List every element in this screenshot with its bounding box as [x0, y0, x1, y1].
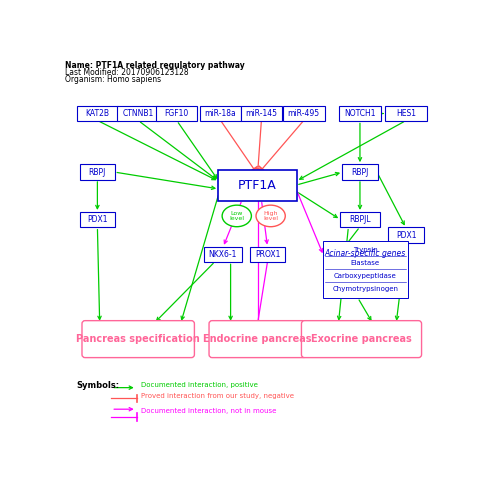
Text: Elastase: Elastase	[351, 260, 380, 266]
Text: Proved interaction from our study, negative: Proved interaction from our study, negat…	[141, 393, 293, 399]
Text: CTNNB1: CTNNB1	[122, 109, 154, 118]
Ellipse shape	[256, 205, 285, 227]
Text: PDX1: PDX1	[396, 231, 417, 240]
FancyBboxPatch shape	[204, 247, 242, 262]
Text: NOTCH1: NOTCH1	[344, 109, 376, 118]
Text: Chymotrypsinogen: Chymotrypsinogen	[332, 286, 398, 292]
FancyBboxPatch shape	[388, 227, 424, 243]
FancyBboxPatch shape	[156, 106, 197, 121]
Text: Documented interaction, positive: Documented interaction, positive	[141, 382, 257, 388]
Text: High
level: High level	[263, 211, 278, 221]
FancyBboxPatch shape	[80, 212, 115, 227]
Text: KAT2B: KAT2B	[85, 109, 109, 118]
FancyBboxPatch shape	[250, 247, 285, 262]
Text: Documented interaction, not in mouse: Documented interaction, not in mouse	[141, 408, 276, 414]
FancyBboxPatch shape	[218, 170, 297, 200]
Text: Name: PTF1A related regulatory pathway: Name: PTF1A related regulatory pathway	[65, 61, 245, 70]
FancyBboxPatch shape	[342, 165, 378, 180]
FancyBboxPatch shape	[80, 165, 115, 180]
FancyBboxPatch shape	[323, 242, 408, 298]
FancyBboxPatch shape	[82, 320, 194, 358]
Text: RBPJL: RBPJL	[349, 215, 371, 224]
Text: Organism: Homo sapiens: Organism: Homo sapiens	[65, 75, 161, 84]
Text: Low
level: Low level	[229, 211, 244, 221]
Text: PDX1: PDX1	[87, 215, 108, 224]
Text: Acinar-specific genes: Acinar-specific genes	[325, 249, 406, 258]
Text: Symbols:: Symbols:	[77, 381, 120, 391]
Text: RBPJ: RBPJ	[89, 167, 106, 177]
Text: NKX6-1: NKX6-1	[209, 250, 237, 259]
Text: Pancreas specification: Pancreas specification	[76, 334, 200, 344]
Text: miR-145: miR-145	[245, 109, 277, 118]
FancyBboxPatch shape	[340, 212, 380, 227]
Text: Trypsin: Trypsin	[353, 247, 378, 253]
Text: PTF1A: PTF1A	[238, 179, 277, 192]
FancyBboxPatch shape	[118, 106, 159, 121]
Text: Last Modified: 20170906123128: Last Modified: 20170906123128	[65, 68, 189, 77]
Text: RBPJ: RBPJ	[351, 167, 369, 177]
Text: miR-18a: miR-18a	[204, 109, 237, 118]
FancyBboxPatch shape	[200, 106, 241, 121]
FancyBboxPatch shape	[209, 320, 306, 358]
Text: PROX1: PROX1	[255, 250, 280, 259]
Text: HES1: HES1	[396, 109, 416, 118]
FancyBboxPatch shape	[301, 320, 421, 358]
Text: miR-495: miR-495	[288, 109, 320, 118]
Ellipse shape	[222, 205, 252, 227]
Text: Carboxypeptidase: Carboxypeptidase	[334, 273, 397, 279]
FancyBboxPatch shape	[385, 106, 427, 121]
FancyBboxPatch shape	[283, 106, 324, 121]
Text: Endocrine pancreas: Endocrine pancreas	[204, 334, 312, 344]
Text: FGF10: FGF10	[165, 109, 189, 118]
FancyBboxPatch shape	[77, 106, 118, 121]
FancyBboxPatch shape	[339, 106, 381, 121]
FancyBboxPatch shape	[240, 106, 282, 121]
Text: Exocrine pancreas: Exocrine pancreas	[311, 334, 412, 344]
